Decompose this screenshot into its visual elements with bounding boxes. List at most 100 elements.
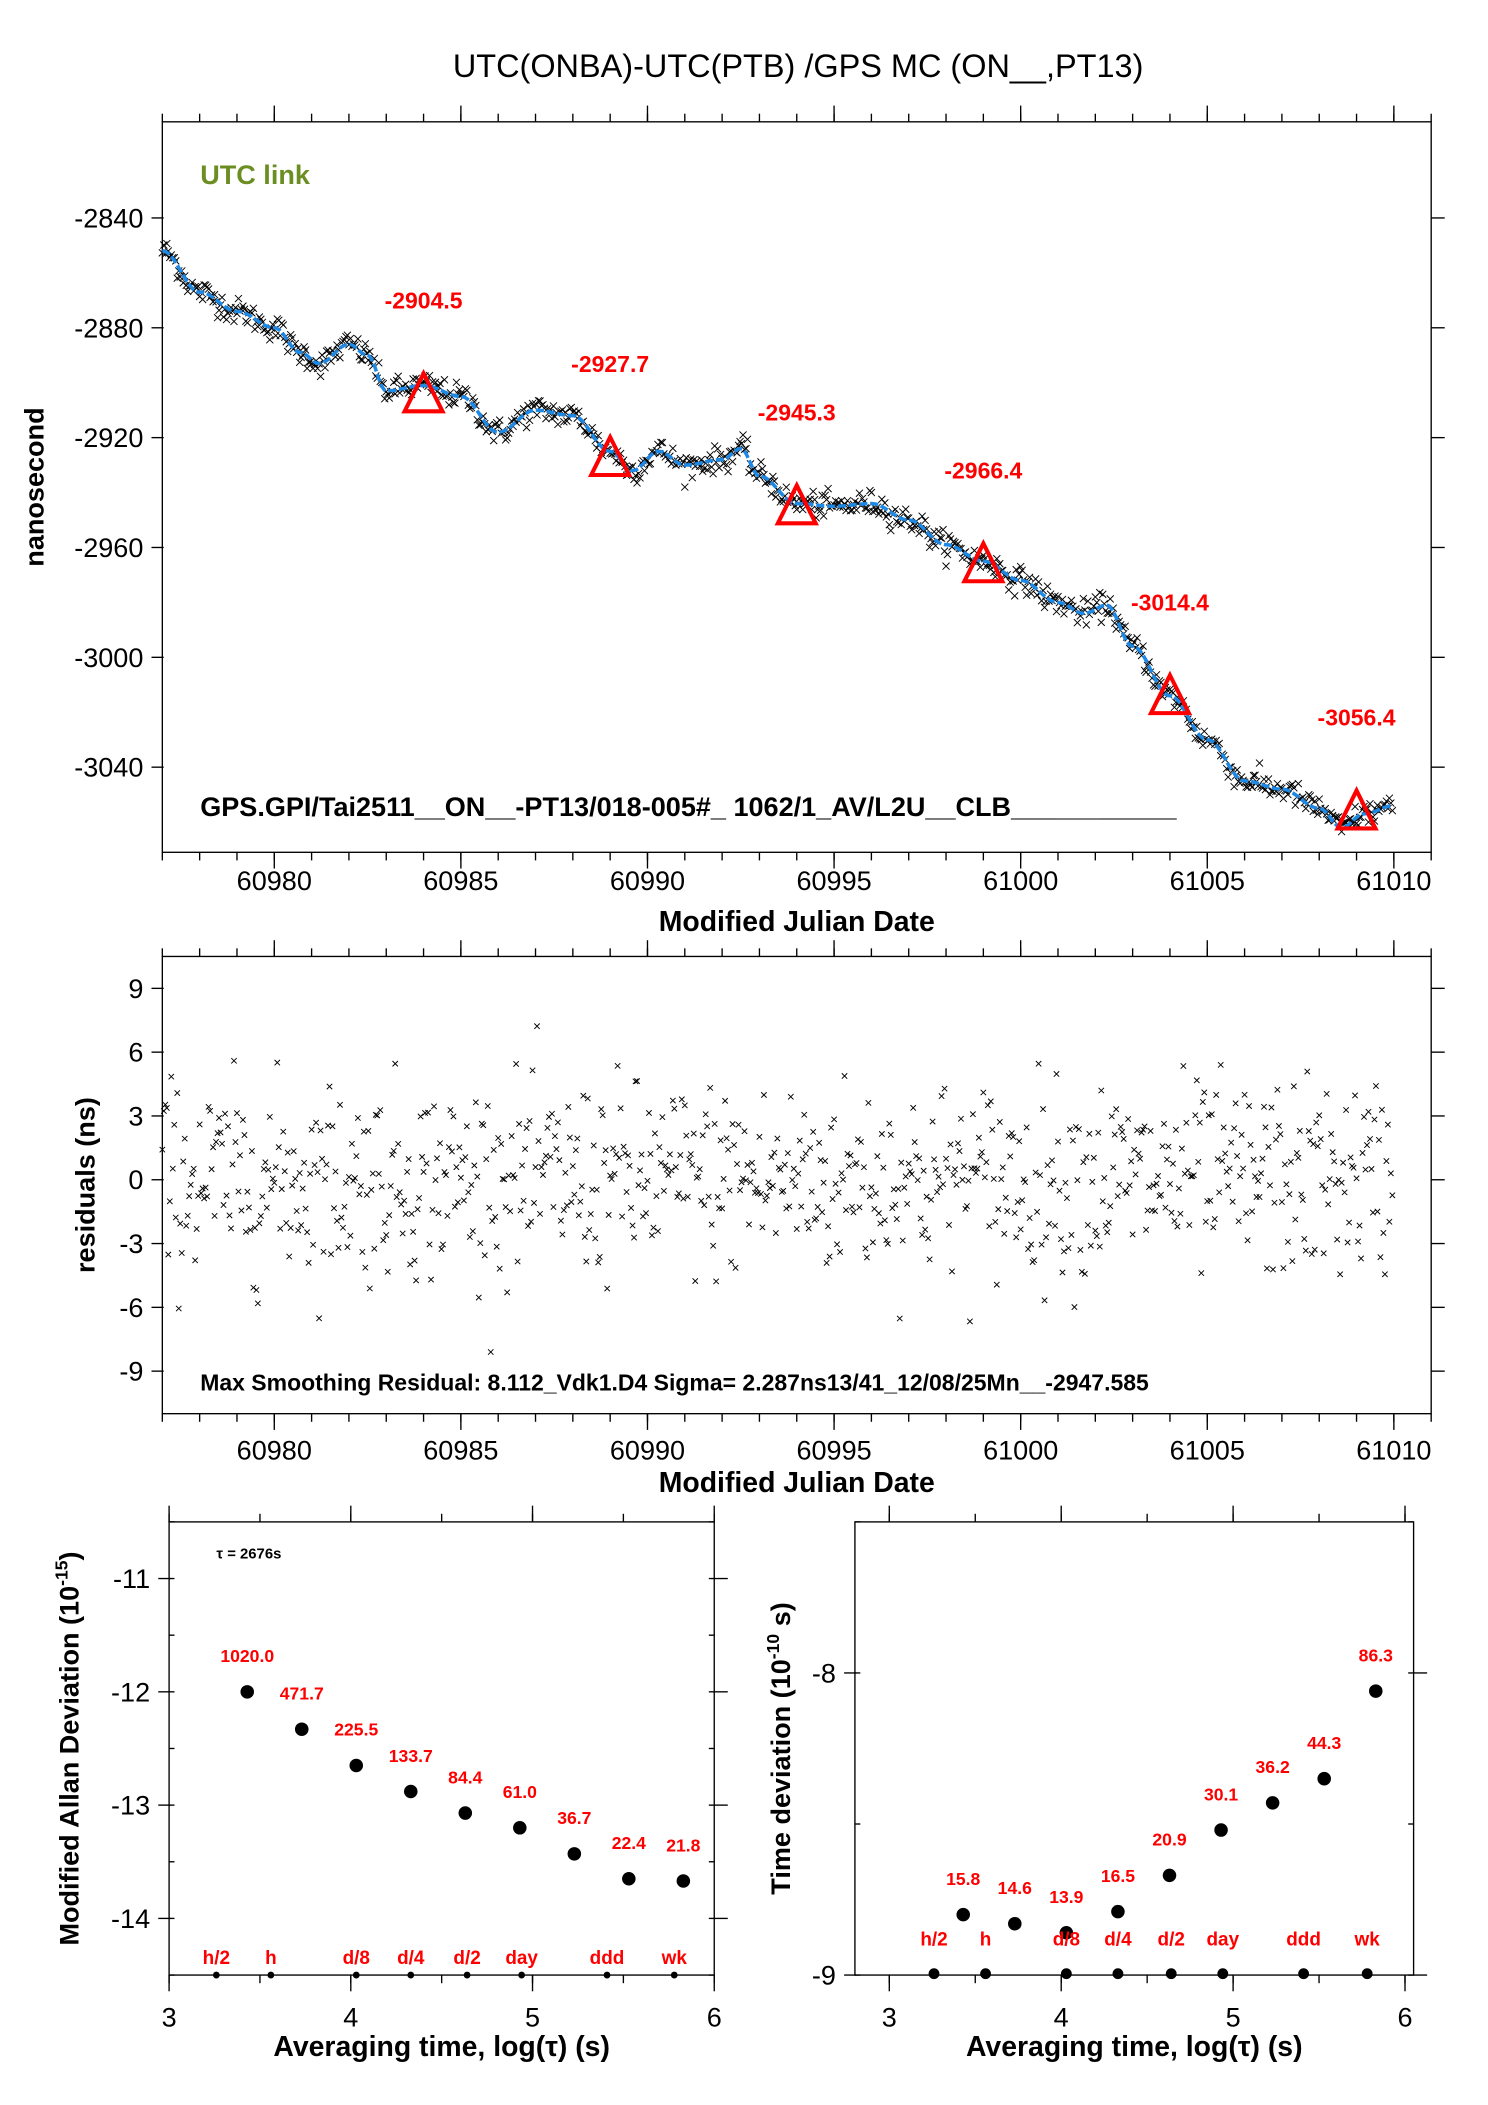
residual-point [181,1135,188,1142]
residual-point [569,1163,576,1170]
residual-point [1125,1115,1132,1123]
raw-data-point [1251,771,1259,780]
interval-label: ddd [590,1948,625,1969]
residual-point [1266,1182,1274,1189]
residual-point [1168,1209,1175,1216]
residual-point [1016,1138,1023,1145]
raw-data-point [1015,570,1024,579]
residual-point [427,1276,435,1283]
residual-point [872,1190,879,1197]
residual-point [941,1085,948,1092]
y-tick-label: -2960 [74,533,143,563]
residual-point [938,1093,945,1100]
residual-point [530,1199,538,1206]
raw-data-point [1040,603,1049,612]
interval-label: ddd [1286,1929,1321,1950]
raw-data-point [243,318,252,327]
residual-point [516,1120,523,1127]
residual-point [1193,1077,1200,1084]
residual-point [965,1177,972,1184]
residual-point [654,1228,661,1235]
residual-point [577,1198,584,1205]
residual-point [705,1193,712,1200]
residual-point [1235,1218,1242,1225]
residual-point [1069,1137,1076,1144]
raw-data-point [1200,727,1209,736]
residual-point [553,1146,560,1153]
residual-point [1305,1128,1312,1135]
raw-data-point [824,484,832,493]
residual-point [193,1225,200,1232]
raw-data-point [336,353,344,362]
residual-point [644,1177,651,1184]
residual-point [774,1135,781,1142]
point-value-label: 16.5 [1101,1866,1135,1886]
residual-point [390,1147,397,1154]
residual-point [365,1127,372,1134]
residual-point [1378,1106,1385,1113]
residual-point [662,1162,669,1169]
residual-point [1002,1194,1009,1201]
residual-point [454,1199,461,1206]
residual-point [1004,1208,1011,1215]
deviation-point [294,1722,309,1736]
residual-point [1063,1195,1070,1202]
residual-point [1250,1156,1257,1163]
residual-point [608,1175,615,1183]
residual-point [604,1285,611,1292]
residual-point [525,1222,532,1229]
residual-point [611,1170,618,1177]
residual-point [357,1183,364,1190]
residual-point [438,1246,445,1253]
residual-point [168,1073,175,1080]
residual-point [605,1211,612,1218]
point-value-label: 22.4 [612,1833,646,1853]
raw-data-point [1121,622,1130,631]
interval-marker [603,1971,611,1979]
residual-point [1216,1189,1223,1196]
residual-point [307,1170,314,1177]
residual-point [554,1119,561,1126]
residual-point [1135,1150,1142,1157]
residual-point [462,1154,469,1161]
triangle-marker [1334,786,1379,831]
residual-point [690,1130,697,1137]
residual-point [226,1212,233,1219]
residual-point [878,1130,885,1137]
raw-data-point [1151,682,1159,691]
raw-data-point [901,505,910,514]
residual-point [723,1135,730,1142]
residual-point [1365,1108,1372,1115]
residual-point [1186,1221,1193,1229]
residual-point [529,1067,536,1074]
residual-point [1110,1164,1117,1171]
interval-label: d/2 [453,1948,480,1969]
residual-point [1383,1158,1390,1165]
residual-point [216,1114,223,1121]
interval-marker [518,1971,526,1979]
raw-data-point [910,521,919,530]
residual-point [687,1151,694,1158]
residual-point [1344,1239,1351,1246]
residual-point [784,1150,791,1157]
residual-point [680,1195,687,1202]
raw-data-point [1083,597,1092,605]
residual-point [862,1245,869,1252]
residual-point [860,1164,867,1171]
residual-point [1057,1236,1065,1243]
residual-point [917,1215,924,1222]
residual-point [556,1157,563,1164]
residual-point [857,1138,864,1145]
raw-data-point [536,397,544,405]
residual-point [178,1249,185,1257]
residual-point [1089,1178,1096,1185]
residual-point [356,1191,363,1198]
residual-point [435,1210,442,1217]
interval-label: d/2 [1158,1929,1185,1950]
residual-point [828,1124,835,1131]
residual-point [426,1241,433,1248]
interval-label: d/8 [1053,1929,1080,1950]
marker-value-label: -2966.4 [944,457,1022,483]
residual-point [196,1121,203,1128]
raw-data-point [1106,595,1115,603]
